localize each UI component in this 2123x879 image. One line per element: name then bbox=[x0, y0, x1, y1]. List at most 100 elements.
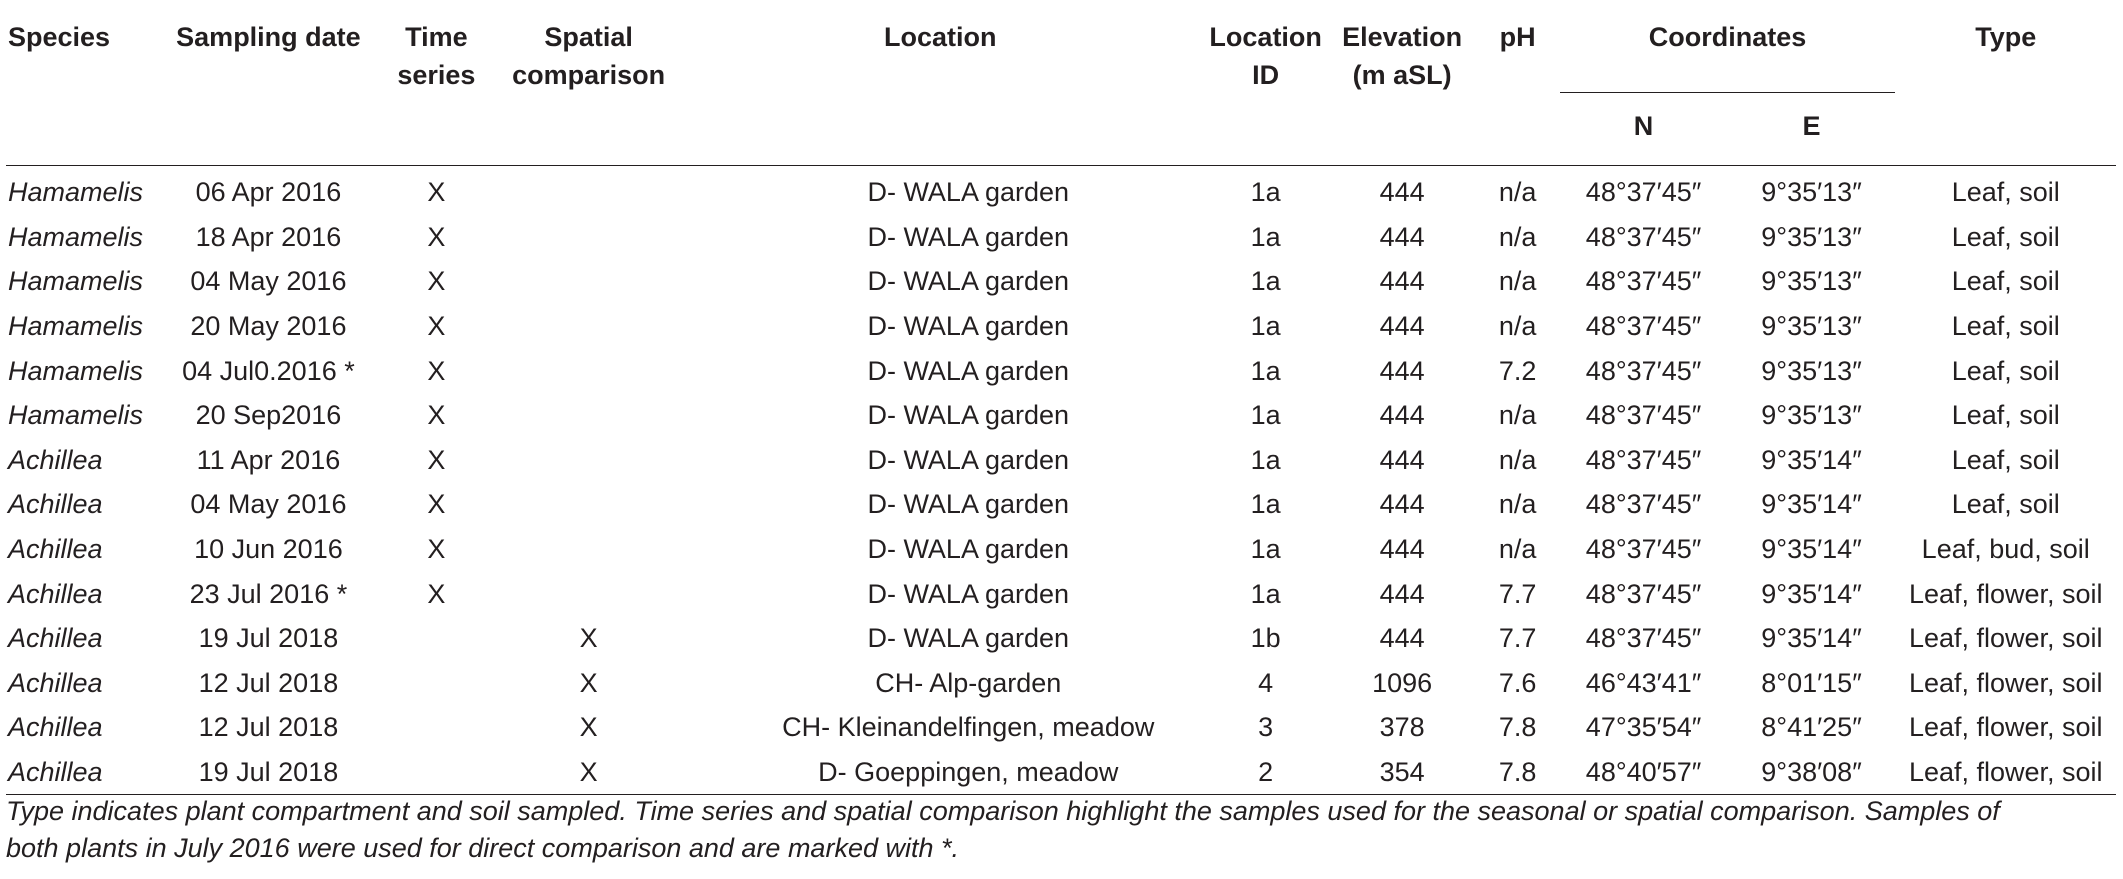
footnote-line-2: both plants in July 2016 were used for d… bbox=[6, 833, 960, 863]
cell-species: Hamamelis bbox=[8, 400, 144, 431]
cell-sampling-date: 23 Jul 2016 * bbox=[189, 578, 348, 609]
cell-location: CH- Kleinandelfingen, meadow bbox=[782, 712, 1155, 743]
cell-sampling-date: 11 Apr 2016 bbox=[196, 444, 341, 475]
cell-coord-e: 9°38′08″ bbox=[1727, 749, 1896, 796]
header-coord-n: N bbox=[1559, 92, 1728, 166]
sampling-table: Species Sampling date Time series Spatia… bbox=[6, 8, 2116, 796]
cell-location-id: 1a bbox=[1250, 400, 1281, 431]
cell-sampling-date: 12 Jul 2018 bbox=[198, 712, 339, 743]
cell-spatial-comparison: X bbox=[579, 667, 598, 698]
cell-coord-e: 8°41′25″ bbox=[1761, 712, 1862, 743]
cell-elevation: 444 bbox=[1379, 221, 1425, 252]
cell-location: D- WALA garden bbox=[867, 623, 1070, 654]
cell-location-id: 1a bbox=[1250, 177, 1281, 208]
cell-sampling-date: 19 Jul 2018 bbox=[163, 749, 374, 796]
cell-sampling-date: 20 May 2016 bbox=[190, 311, 347, 342]
cell-species: Hamamelis bbox=[8, 177, 144, 208]
cell-species: Achillea bbox=[8, 444, 103, 475]
cell-ph: n/a bbox=[1498, 444, 1537, 475]
cell-coord-e: 9°35′14″ bbox=[1761, 623, 1862, 654]
cell-location: D- WALA garden bbox=[867, 266, 1070, 297]
header-elevation: Elevation (m aSL) bbox=[1328, 8, 1476, 166]
cell-location-id: 1a bbox=[1250, 311, 1281, 342]
cell-elevation: 444 bbox=[1379, 311, 1425, 342]
cell-location-id: 1a bbox=[1250, 578, 1281, 609]
cell-coord-n: 48°37′45″ bbox=[1585, 578, 1702, 609]
cell-coord-n: 48°37′45″ bbox=[1585, 266, 1702, 297]
cell-time-series bbox=[373, 616, 499, 661]
table-body: Hamamelis 06 Apr 2016 X D- WALA garden 1a 444… bbox=[6, 166, 2116, 796]
header-spatial-line2: comparison bbox=[512, 60, 666, 90]
cell-spatial-comparison bbox=[499, 304, 677, 349]
table-footnote: Type indicates plant compartment and soi… bbox=[6, 793, 2116, 867]
cell-time-series: X bbox=[427, 177, 446, 208]
cell-ph: n/a bbox=[1498, 311, 1537, 342]
cell-location-id: 1a bbox=[1250, 266, 1281, 297]
cell-type: Leaf, soil bbox=[1951, 444, 2060, 475]
cell-ph: 7.7 bbox=[1498, 578, 1537, 609]
cell-spatial-comparison: X bbox=[499, 749, 678, 796]
footnote-line-1: Type indicates plant compartment and soi… bbox=[6, 796, 2000, 826]
cell-time-series bbox=[373, 749, 500, 796]
cell-spatial-comparison bbox=[499, 259, 677, 304]
cell-elevation: 444 bbox=[1379, 623, 1425, 654]
cell-coord-n: 47°35′54″ bbox=[1585, 712, 1702, 743]
table-row: Achillea 04 May 2016 X D- WALA garden 1a 444 n… bbox=[6, 482, 2116, 527]
table-row: Achillea 23 Jul 2016 * X D- WALA garden 1a 44… bbox=[6, 571, 2116, 616]
cell-location: D- WALA garden bbox=[867, 311, 1070, 342]
cell-type: Leaf, soil bbox=[1951, 400, 2060, 431]
cell-ph: n/a bbox=[1498, 534, 1537, 565]
table-row: Hamamelis 04 Jul0.2016 * X D- WALA garden 1a… bbox=[6, 348, 2116, 393]
cell-ph: n/a bbox=[1498, 177, 1537, 208]
table-row: Achillea 12 Jul 2018 X CH- Kleinandelfingen… bbox=[6, 705, 2116, 750]
cell-elevation: 444 bbox=[1379, 266, 1425, 297]
header-spatial-comparison: Spatial comparison bbox=[499, 8, 678, 166]
cell-elevation: 354 bbox=[1328, 749, 1476, 796]
cell-location: D- Goeppingen, meadow bbox=[677, 749, 1203, 796]
cell-spatial-comparison bbox=[499, 348, 677, 393]
cell-coord-n: 48°37′45″ bbox=[1585, 355, 1702, 386]
cell-location-id: 1a bbox=[1250, 489, 1281, 520]
cell-species: Achillea bbox=[8, 667, 103, 698]
cell-elevation: 444 bbox=[1379, 400, 1425, 431]
cell-ph: 7.7 bbox=[1498, 623, 1537, 654]
cell-coord-e: 8°01′15″ bbox=[1761, 667, 1862, 698]
table-row: Hamamelis 06 Apr 2016 X D- WALA garden 1a 444… bbox=[6, 166, 2116, 215]
table-row: Achillea 11 Apr 2016 X D- WALA garden 1a 444 n… bbox=[6, 438, 2116, 483]
cell-coord-e: 9°35′13″ bbox=[1761, 400, 1862, 431]
cell-coord-e: 9°35′14″ bbox=[1761, 534, 1862, 565]
table-row: Hamamelis 18 Apr 2016 X D- WALA garden 1a 444… bbox=[6, 215, 2116, 260]
cell-coord-n: 48°37′45″ bbox=[1585, 623, 1702, 654]
cell-elevation: 444 bbox=[1379, 578, 1425, 609]
cell-type: Leaf, soil bbox=[1951, 221, 2060, 252]
cell-time-series bbox=[373, 661, 499, 706]
cell-spatial-comparison bbox=[499, 482, 677, 527]
cell-species: Achillea bbox=[8, 623, 103, 654]
cell-location-id: 1b bbox=[1250, 623, 1281, 654]
cell-ph: 7.2 bbox=[1498, 355, 1537, 386]
cell-time-series: X bbox=[427, 489, 446, 520]
cell-ph: n/a bbox=[1498, 489, 1537, 520]
cell-coord-n: 48°37′45″ bbox=[1585, 177, 1702, 208]
header-time-series-line2: series bbox=[397, 60, 476, 90]
cell-species: Achillea bbox=[8, 534, 103, 565]
cell-species: Hamamelis bbox=[8, 355, 144, 386]
cell-location-id: 1a bbox=[1250, 355, 1281, 386]
cell-ph: 7.6 bbox=[1498, 667, 1537, 698]
header-elevation-line2: (m aSL) bbox=[1352, 60, 1452, 90]
cell-coord-n: 48°37′45″ bbox=[1585, 444, 1702, 475]
cell-time-series: X bbox=[427, 221, 446, 252]
cell-sampling-date: 12 Jul 2018 bbox=[198, 667, 339, 698]
cell-type: Leaf, flower, soil bbox=[1908, 578, 2103, 609]
cell-sampling-date: 19 Jul 2018 bbox=[198, 623, 339, 654]
cell-time-series: X bbox=[427, 266, 446, 297]
cell-coord-e: 9°35′14″ bbox=[1761, 444, 1862, 475]
cell-time-series: X bbox=[427, 444, 446, 475]
cell-coord-e: 9°35′13″ bbox=[1761, 221, 1862, 252]
header-spatial-line1: Spatial bbox=[544, 22, 633, 52]
cell-type: Leaf, soil bbox=[1951, 489, 2060, 520]
cell-sampling-date: 10 Jun 2016 bbox=[194, 534, 343, 565]
cell-type: Leaf, flower, soil bbox=[1895, 749, 2116, 796]
header-elevation-line1: Elevation bbox=[1342, 22, 1463, 52]
